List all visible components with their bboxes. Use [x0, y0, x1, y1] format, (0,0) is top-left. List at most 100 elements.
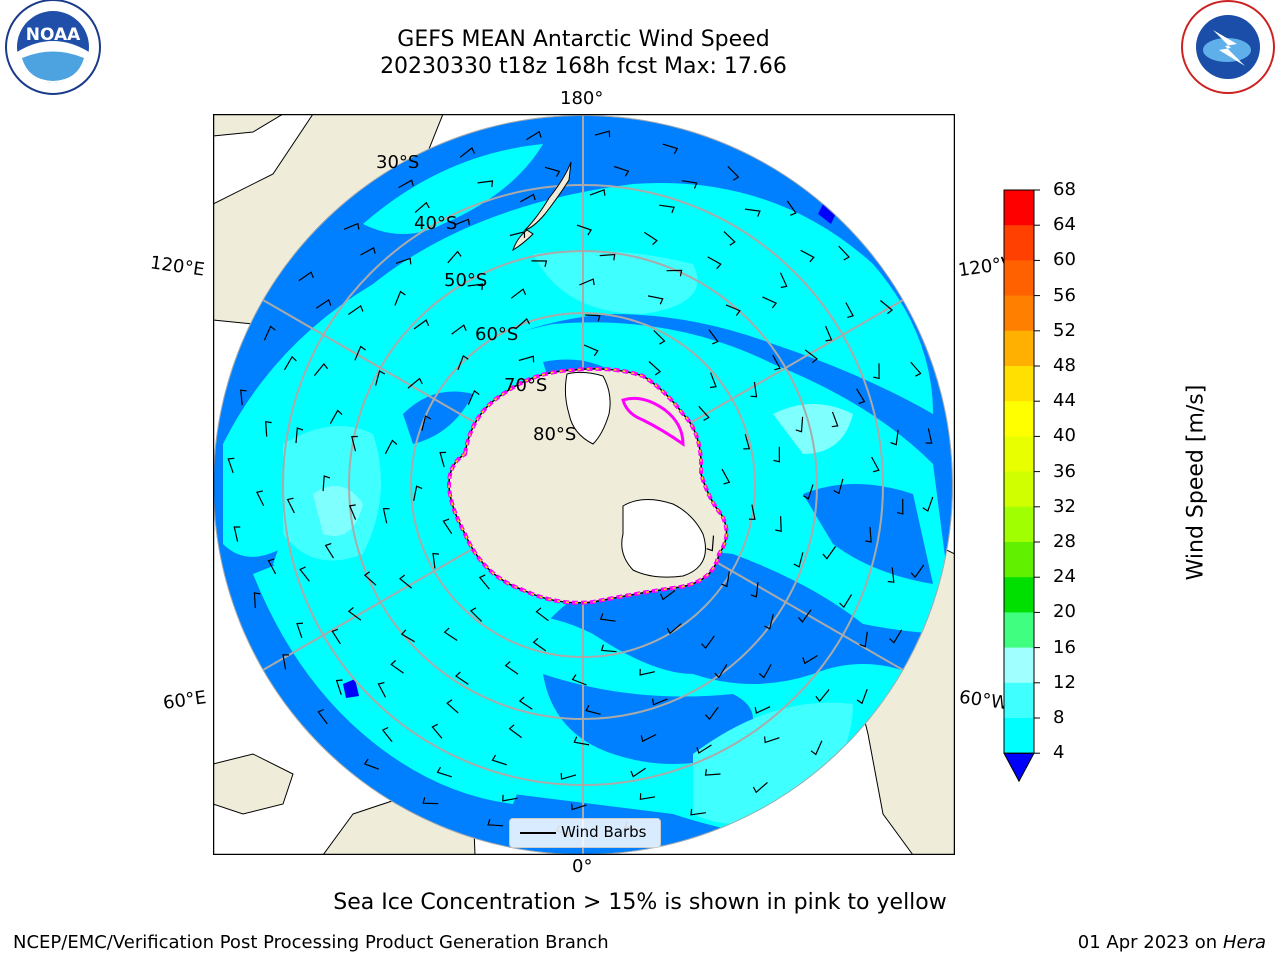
wind-barb [227, 457, 235, 474]
wind-barb [317, 708, 328, 725]
colorbar-tick-label: 64 [1053, 214, 1076, 236]
colorbar-tick-label: 60 [1053, 249, 1076, 271]
wind-barb [509, 231, 526, 238]
wind-barb [381, 726, 393, 743]
wind-barb [666, 269, 683, 277]
colorbar-extend-arrow [1003, 752, 1035, 783]
wind-barb [571, 674, 587, 686]
wind-barb [459, 147, 476, 158]
wind-barb [773, 446, 781, 463]
wind-barb [630, 767, 646, 778]
wind-barb [457, 354, 469, 371]
antarctic-wind-map [213, 114, 955, 855]
colorbar-segment [1004, 190, 1034, 226]
wind-barb [510, 288, 527, 299]
wind-barb [526, 130, 542, 141]
wind-barb [477, 180, 494, 188]
colorbar-tick-label: 12 [1053, 671, 1076, 693]
wind-barb [786, 200, 797, 216]
wind-barb [856, 688, 868, 705]
wind-barb [889, 629, 903, 644]
wind-barb [887, 567, 895, 583]
wind-barb [432, 552, 440, 569]
wind-barb [360, 246, 376, 256]
ocean-8-12-north [223, 183, 933, 557]
wind-barb [594, 130, 611, 138]
wind-barb [600, 644, 617, 653]
wind-barb [518, 355, 535, 363]
colorbar-tick-label: 48 [1053, 355, 1076, 376]
wind-barb [532, 637, 547, 652]
wind-barb [698, 405, 710, 421]
wind-barb [329, 409, 343, 424]
wind-barb [399, 574, 412, 589]
wind-barb [467, 283, 484, 291]
wind-barb [802, 484, 814, 500]
wind-barb [723, 231, 736, 246]
wind-barb [640, 733, 657, 743]
wind-barb [478, 574, 490, 590]
colorbar-segment [1004, 506, 1034, 543]
wind-barb [286, 497, 295, 514]
wind-barb [375, 370, 386, 386]
wind-barb [856, 388, 866, 405]
wind-barb [447, 250, 462, 264]
wind-barb [793, 552, 804, 568]
wind-barb [880, 300, 894, 315]
sea-ice-edge-yellow [448, 368, 728, 604]
wind-barb [752, 781, 768, 794]
wind-barb [573, 736, 590, 746]
wind-barb [644, 231, 658, 246]
wind-barb [758, 664, 772, 679]
wind-barb [436, 766, 452, 778]
wind-barb [772, 354, 781, 371]
wind-barb [282, 654, 290, 670]
colorbar-segment [1004, 471, 1034, 508]
footer-date: 01 Apr 2023 on Hera [1078, 932, 1266, 953]
wind-barb [910, 564, 925, 579]
wind-barb [922, 496, 934, 512]
lat-label-60s: 60°S [475, 324, 519, 345]
wind-barb [764, 614, 774, 630]
wind-barb [648, 361, 662, 376]
wind-barb [704, 769, 721, 776]
colorbar-segment [1004, 612, 1034, 649]
wind-barb [690, 808, 706, 816]
colorbar-segment [1004, 260, 1034, 297]
footer-date-text: 01 Apr 2023 on [1077, 932, 1223, 953]
colorbar-tick-label: 24 [1053, 566, 1076, 588]
wind-barb [743, 434, 751, 450]
wind-barb [873, 363, 880, 380]
wind-barb [599, 253, 616, 261]
wind-barb [446, 699, 459, 714]
wind-barb [413, 319, 430, 330]
new-zealand-land [523, 161, 572, 231]
colorbar-segment [1004, 401, 1034, 437]
wind-barb [584, 314, 601, 322]
wind-barb [804, 349, 818, 364]
colorbar-tick-label: 68 [1053, 179, 1076, 200]
wind-barb [335, 679, 343, 695]
wind-barb [660, 590, 676, 601]
wind-barb [384, 439, 398, 455]
wind-barb [681, 180, 698, 189]
colorbar-segment [1004, 718, 1034, 754]
wind-barb [487, 818, 504, 827]
wind-barb [754, 706, 771, 714]
lon-label-120e: 120°E [148, 252, 206, 281]
sea-ice-patch [621, 396, 685, 447]
wind-barb [721, 571, 730, 588]
wind-barb [750, 581, 759, 598]
wind-barb [455, 671, 469, 685]
wind-barb [797, 609, 812, 623]
wind-barb [240, 389, 247, 406]
wind-barb [518, 696, 533, 710]
colorbar-segment [1004, 647, 1034, 684]
wind-barb [422, 797, 439, 805]
wind-barb [910, 361, 922, 377]
wind-barb [571, 803, 587, 811]
lon-label-0: 0° [572, 856, 593, 877]
wind-barb [233, 526, 241, 542]
wind-barb [639, 668, 655, 676]
wind-barb [662, 143, 679, 154]
